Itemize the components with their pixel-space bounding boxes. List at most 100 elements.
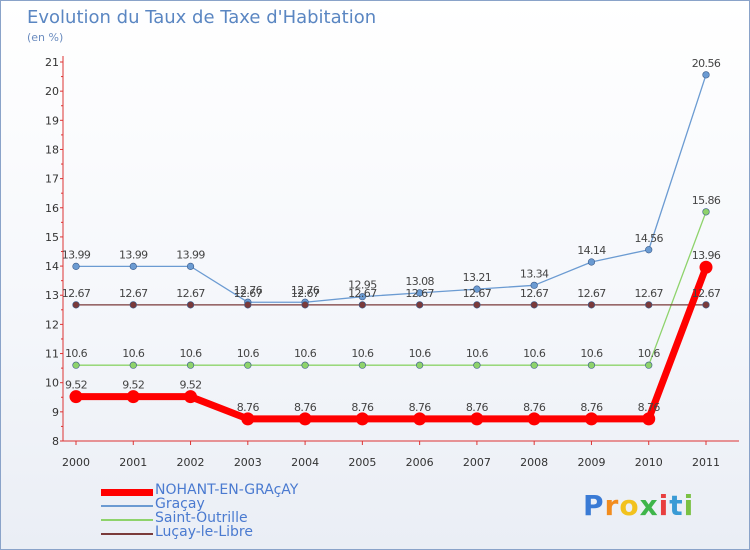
data-label: 12.67 (62, 287, 91, 300)
y-tick-label: 20 (45, 85, 59, 98)
y-tick-label: 12 (45, 318, 59, 331)
data-label: 12.67 (463, 287, 492, 300)
data-label: 12.67 (291, 287, 320, 300)
data-label: 13.99 (62, 248, 91, 261)
data-point (72, 361, 80, 369)
x-tick-label: 2002 (177, 456, 205, 469)
x-tick-label: 2011 (692, 456, 720, 469)
x-tick-label: 2010 (635, 456, 663, 469)
proxiti-logo: Proxiti (583, 489, 694, 522)
x-tick-label: 2003 (234, 456, 262, 469)
data-point (186, 262, 195, 270)
data-label: 8.76 (409, 401, 432, 414)
data-point (530, 281, 538, 289)
data-point (72, 262, 80, 270)
data-point (126, 390, 140, 404)
data-label: 10.6 (580, 347, 603, 360)
data-label: 12.67 (176, 287, 205, 300)
logo-letter: i (683, 489, 695, 522)
legend-swatch (101, 533, 153, 535)
data-label: 13.08 (405, 275, 434, 288)
data-point (129, 301, 137, 309)
y-tick-label: 13 (45, 289, 59, 302)
data-label: 10.6 (179, 347, 202, 360)
data-label: 10.6 (237, 347, 260, 360)
x-tick-label: 2001 (119, 456, 147, 469)
data-point (69, 390, 83, 404)
data-label: 12.95 (348, 279, 377, 292)
data-point (642, 412, 656, 426)
data-label: 12.67 (119, 287, 148, 300)
x-tick-label: 2008 (520, 456, 548, 469)
data-point (244, 361, 252, 369)
data-point (358, 293, 366, 301)
data-point (184, 390, 198, 404)
data-label: 10.6 (523, 347, 546, 360)
data-point (473, 301, 481, 309)
x-tick-label: 2007 (463, 456, 491, 469)
data-point (416, 289, 424, 297)
data-label: 10.6 (638, 347, 661, 360)
data-point (358, 361, 366, 369)
data-point (416, 361, 424, 369)
data-point (129, 262, 137, 270)
data-point (470, 412, 484, 426)
data-point (699, 260, 713, 274)
series-line (72, 263, 710, 423)
data-label: 12.76 (291, 284, 320, 297)
series-line (75, 74, 707, 303)
data-point (72, 301, 80, 309)
data-label: 9.52 (122, 379, 144, 392)
y-tick-label: 8 (52, 435, 59, 448)
logo-letter: r (604, 489, 620, 522)
legend-label: Graçay (155, 496, 205, 512)
x-tick-label: 2009 (577, 456, 605, 469)
data-point (186, 301, 195, 309)
legend-swatch (101, 488, 153, 496)
data-point (645, 361, 653, 369)
data-label: 8.76 (237, 401, 260, 414)
data-point (473, 361, 481, 369)
data-point (530, 361, 538, 369)
data-point (587, 361, 596, 369)
data-label: 12.67 (520, 287, 549, 300)
legend-label: NOHANT-EN-GRAçAY (155, 482, 299, 498)
y-tick-label: 15 (45, 231, 59, 244)
data-point (301, 301, 309, 309)
data-point (587, 301, 596, 309)
data-label: 10.6 (466, 347, 489, 360)
data-point (702, 301, 710, 309)
logo-letter: i (658, 489, 670, 522)
chart-title: Evolution du Taux de Taxe d'Habitation (27, 7, 377, 28)
x-tick-label: 2000 (62, 456, 90, 469)
y-tick-label: 10 (45, 377, 59, 390)
data-label: 10.6 (122, 347, 145, 360)
y-tick-label: 19 (45, 114, 59, 127)
legend-swatch (101, 519, 153, 521)
y-tick-label: 17 (45, 173, 59, 186)
logo-letter: x (639, 489, 659, 522)
data-label: 13.96 (692, 249, 721, 262)
logo-letter: o (619, 489, 640, 522)
data-label: 12.67 (348, 287, 377, 300)
data-point (527, 412, 541, 426)
data-label: 8.76 (580, 401, 603, 414)
data-label: 8.76 (638, 401, 661, 414)
data-label: 12.67 (692, 287, 721, 300)
data-label: 13.21 (463, 271, 492, 284)
y-tick-label: 21 (45, 56, 59, 69)
data-point (301, 361, 309, 369)
data-point (702, 71, 710, 79)
data-label: 12.67 (405, 287, 434, 300)
data-point (186, 361, 195, 369)
y-tick-label: 18 (45, 143, 59, 156)
data-point (584, 412, 598, 426)
data-point (645, 301, 653, 309)
x-tick-label: 2004 (291, 456, 319, 469)
chart-subtitle: (en %) (27, 31, 64, 44)
y-tick-label: 11 (45, 348, 59, 361)
x-tick-label: 2005 (348, 456, 376, 469)
data-label: 13.99 (119, 248, 148, 261)
